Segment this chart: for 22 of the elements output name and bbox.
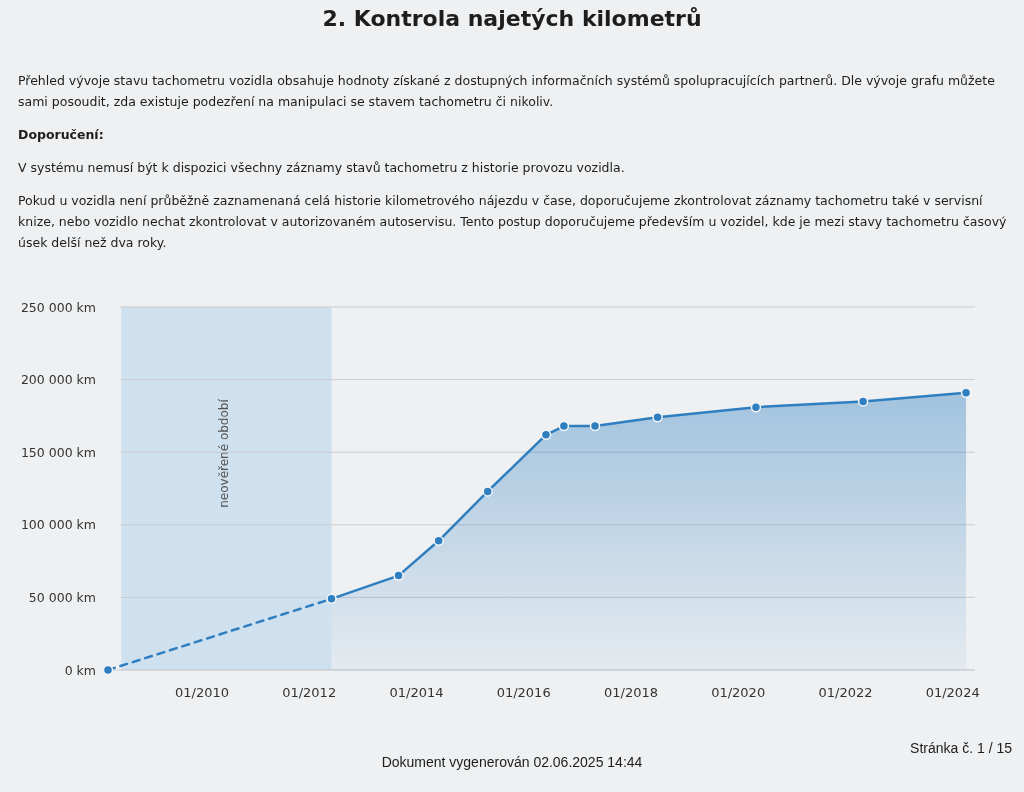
- x-tick-label: 01/2018: [603, 684, 658, 700]
- x-tick-label: 01/2014: [389, 684, 444, 700]
- text: Přehled vývoje stavu tachometru vozidla obsahuje hodnoty získané z dostupných informačních systémů spolupracujících partnerů. Dle vývoje grafu můžete sami posoudit, zda existuje podezření na manipulaci se stavem tachometru či nikoliv.: [18, 72, 996, 111]
- x-tick-label: 01/2022: [818, 684, 873, 700]
- chart-title: 2. Kontrola najetých kilometrů: [321, 6, 703, 31]
- text: Pokud u vozidla není průběžně zaznamenaná celá historie kilometrového nájezdu v čase, doporučujeme zkontrolovat záznamy tachometru také v servisní knize, nebo vozidlo nechat zkontrolovat v autorizovaném autoservisu. Tento postup doporučujeme především u vozidel, kde je mezi stavy tachometru časový úsek delší než dva roky.: [18, 192, 1008, 252]
- text: Stránka č. 1 / 15: [910, 740, 1012, 756]
- x-tick-label: 01/2012: [282, 684, 337, 700]
- band-label: neověřené období: [217, 398, 232, 508]
- y-tick-label: 0 km: [64, 662, 96, 678]
- y-tick-label: 150 000 km: [20, 444, 96, 460]
- y-tick-label: 200 000 km: [20, 372, 96, 388]
- x-tick-label: 01/2020: [711, 684, 766, 700]
- text: V systému nemusí být k dispozici všechny záznamy stavů tachometru z historie provozu vozidla.: [18, 159, 626, 177]
- x-tick-label: 01/2010: [174, 684, 229, 700]
- text: Doporučení:: [18, 126, 105, 144]
- text: Dokument vygenerován 02.06.2025 14:44: [381, 754, 643, 770]
- x-tick-label: 01/2016: [496, 684, 551, 700]
- y-tick-label: 50 000 km: [28, 589, 96, 605]
- y-tick-label: 100 000 km: [20, 517, 96, 533]
- y-tick-label: 250 000 km: [20, 299, 96, 315]
- x-tick-label: 01/2024: [925, 684, 980, 700]
